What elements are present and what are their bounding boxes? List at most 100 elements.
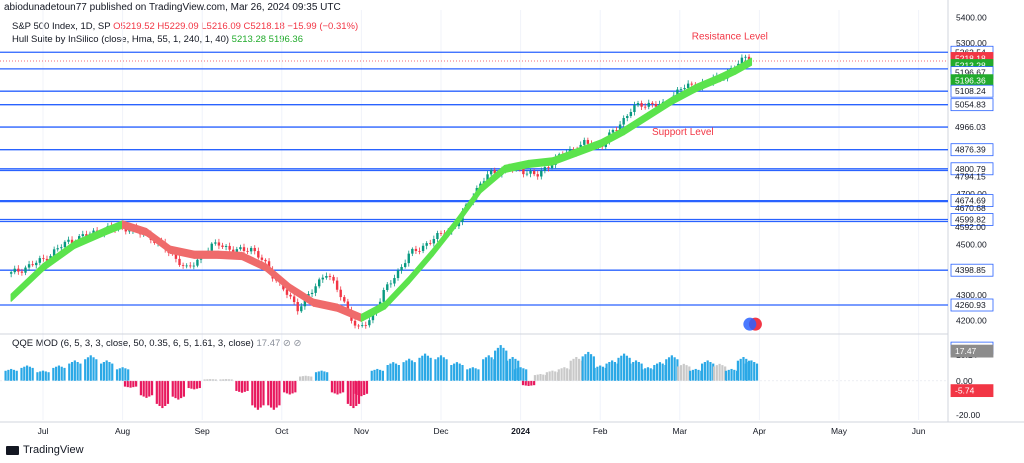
qqe-bar: [365, 380, 369, 394]
qqe-bar: [379, 369, 382, 381]
qqe-bar: [439, 355, 443, 381]
price-tag-7: 4966.03: [955, 122, 986, 132]
qqe-bar: [63, 367, 66, 381]
candle-body: [253, 247, 256, 252]
qqe-bar: [418, 357, 421, 381]
qqe-bar: [394, 363, 398, 381]
qqe-bar: [426, 355, 429, 381]
qqe-bar: [429, 357, 432, 381]
price-tag-11: 4674.69: [955, 196, 986, 206]
candle-body: [489, 170, 493, 175]
qqe-bar: [31, 367, 34, 381]
qqe-bar: [294, 380, 297, 393]
qqe-bar: [278, 380, 281, 406]
candle-body: [414, 248, 418, 252]
candle-body: [20, 271, 24, 273]
qqe-bar: [397, 365, 400, 381]
candle-body: [196, 259, 199, 266]
qqe-bar: [644, 368, 647, 381]
qqe-bar: [10, 368, 13, 381]
x-tick-6: 2024: [511, 426, 530, 436]
qqe-bar: [584, 354, 587, 381]
qqe-bar: [724, 370, 728, 381]
qqe-bar: [111, 363, 114, 381]
candle-body: [185, 265, 188, 267]
qqe-bar: [474, 368, 477, 381]
qqe-bar: [511, 357, 514, 381]
qqe-bar: [310, 376, 313, 381]
candle-body: [13, 268, 16, 273]
qqe-bar: [352, 380, 355, 409]
candle-body: [267, 261, 271, 270]
qqe-bar: [373, 369, 376, 381]
candle-body: [747, 56, 751, 60]
qqe-bar: [15, 370, 18, 381]
candle-body: [386, 284, 389, 290]
candle-body: [224, 245, 228, 247]
qqe-bar: [381, 370, 384, 381]
qqe-histogram: [0, 345, 948, 410]
qqe-bar: [55, 366, 58, 381]
candle-body: [332, 276, 335, 281]
candle-body: [310, 292, 314, 295]
price-tag-1: 5218.18: [955, 53, 986, 63]
price-tag-16-box: [950, 298, 994, 312]
qqe-bar: [423, 353, 427, 381]
price-axis: 5400.005300.004700.004500.004300.004200.…: [950, 13, 994, 420]
qqe-bar: [413, 362, 416, 381]
qqe-bar: [190, 380, 193, 389]
candle-body: [178, 258, 181, 266]
qqe-bar: [222, 379, 225, 381]
qqe-bar: [496, 347, 500, 381]
price-tag-9-box: [950, 162, 994, 176]
qqe-bar: [490, 357, 493, 381]
qqe-bar: [522, 368, 525, 381]
qqe-bar: [694, 368, 697, 381]
qqe-bar: [285, 380, 289, 394]
eye-icon[interactable]: ⊘ ⊘: [282, 338, 302, 349]
candle-body: [249, 247, 253, 252]
qqe-bar: [86, 357, 90, 381]
qqe-bar: [468, 368, 472, 381]
qqe-name[interactable]: QQE MOD (6, 5, 3, 3, close, 50, 0.35, 6,…: [12, 338, 254, 349]
candle-body: [353, 320, 357, 326]
qqe-bar: [581, 356, 584, 381]
qqe-bar: [105, 360, 108, 381]
candle-body: [368, 320, 371, 326]
qqe-bar: [519, 367, 522, 381]
candle-body: [38, 258, 42, 263]
candle-body: [214, 242, 217, 244]
symbol-name[interactable]: S&P 500 Index, 1D, SP: [12, 21, 111, 32]
candle-body: [70, 239, 74, 244]
candle-body: [529, 171, 532, 174]
tradingview-footer[interactable]: TradingView: [6, 444, 84, 456]
qqe-bar: [466, 369, 469, 381]
qqe-bar: [392, 362, 395, 381]
candle-body: [432, 239, 436, 244]
qqe-bar: [243, 380, 246, 392]
x-tick-0: Jul: [38, 426, 49, 436]
qqe-bar: [484, 357, 488, 381]
hull-suite-name[interactable]: Hull Suite by InSilico (close, Hma, 55, …: [12, 34, 230, 45]
qqe-bar: [445, 359, 448, 381]
qqe-bar: [339, 380, 342, 394]
candle-body: [314, 286, 317, 293]
qqe-tag-2: -5.74: [955, 386, 975, 396]
qqe-bar: [12, 369, 16, 381]
qqe-bar: [267, 380, 270, 406]
qqe-bar: [545, 372, 548, 381]
qqe-bar: [646, 367, 650, 381]
hull-segment: [336, 303, 362, 322]
qqe-bar: [36, 372, 39, 381]
qqe-bar: [569, 360, 572, 381]
qqe-bar: [499, 345, 502, 381]
qqe-bar: [360, 380, 363, 397]
qqe-bar: [739, 358, 742, 381]
qqe-bar: [211, 379, 215, 381]
qqe-bar: [206, 379, 209, 381]
hull-segment: [695, 74, 721, 93]
candle-body: [335, 280, 339, 290]
candle-body: [690, 83, 693, 85]
qqe-bar: [126, 380, 129, 388]
